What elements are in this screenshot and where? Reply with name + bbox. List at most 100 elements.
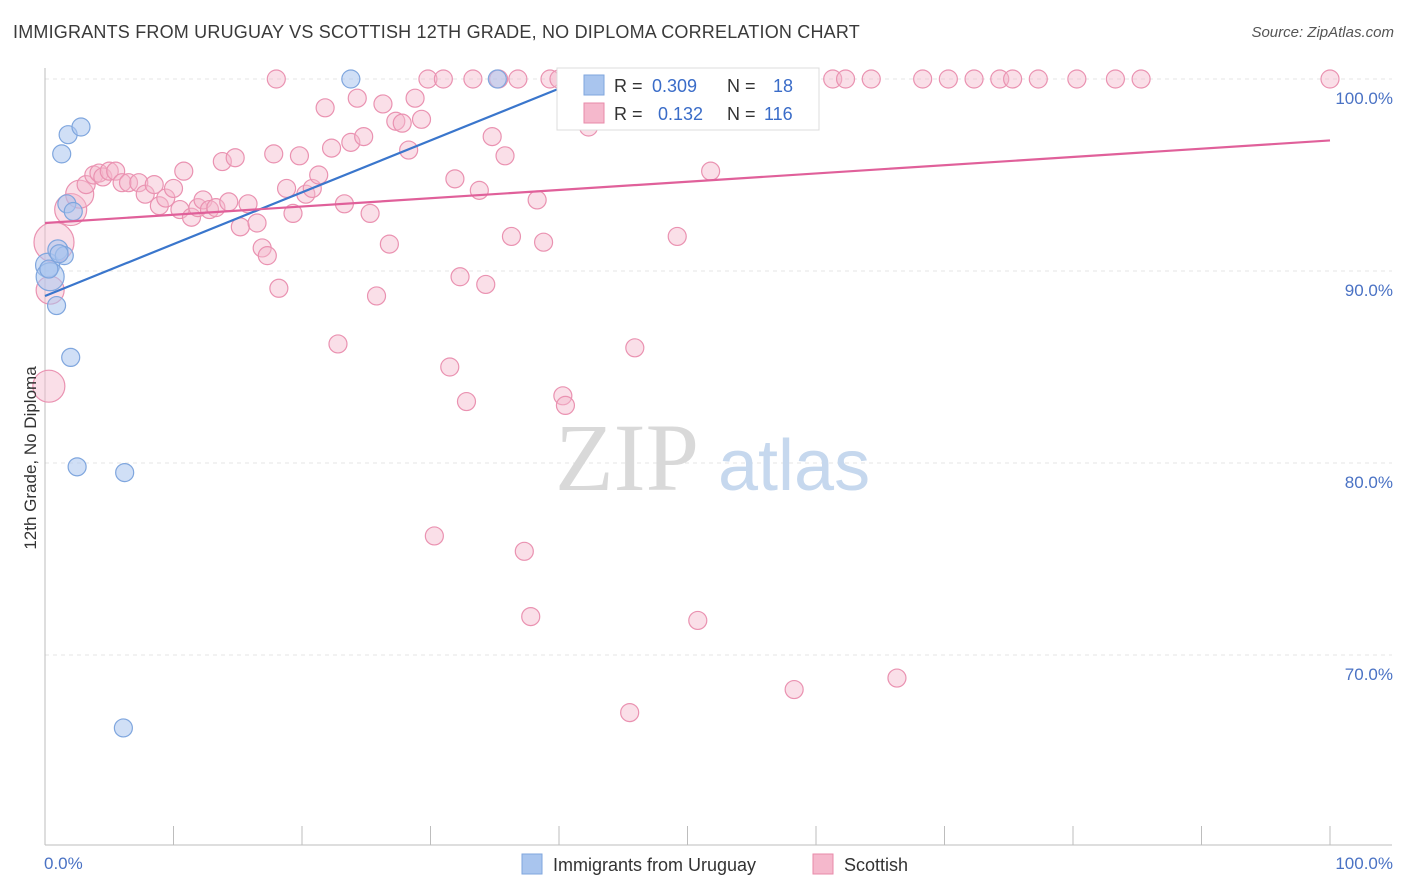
scottish-point [450, 267, 470, 287]
scottish-point [533, 232, 554, 252]
scottish-point [144, 175, 164, 195]
source-credit: Source: ZipAtlas.com [1251, 24, 1394, 41]
scottish-point [527, 190, 547, 210]
watermark: ZIP atlas [555, 404, 870, 511]
uruguay-point [52, 144, 72, 164]
scottish-point [219, 192, 239, 212]
scottish-point [225, 148, 245, 168]
trend-lines [44, 87, 1331, 297]
scottish-point [688, 610, 708, 631]
scottish-point [163, 178, 184, 199]
y-tick-label: 80.0% [1345, 473, 1393, 492]
legend-uruguay-label: Immigrants from Uruguay [553, 855, 756, 875]
scottish-point [32, 369, 66, 403]
scottish-point [1067, 69, 1087, 89]
scottish-point [1131, 69, 1151, 89]
stats-pink-r-value: 0.132 [658, 104, 703, 124]
scottish-points [32, 69, 1340, 723]
uruguay-point [39, 259, 59, 279]
scottish-point [476, 274, 496, 295]
scottish-point [1105, 69, 1126, 89]
scottish-point [379, 234, 399, 254]
legend-pink-swatch [812, 853, 834, 875]
scottish-point [264, 144, 284, 164]
scottish-point [321, 138, 342, 158]
stats-blue-r-value: 0.309 [652, 76, 697, 96]
scottish-point [555, 395, 576, 415]
stats-blue-swatch [583, 74, 605, 96]
stats-pink-n-label: N = [727, 104, 756, 124]
scottish-point [701, 161, 721, 181]
y-tick-label: 90.0% [1345, 281, 1393, 300]
scottish-point [238, 194, 258, 214]
scottish-point [964, 69, 984, 89]
scottish-point [129, 173, 149, 193]
x-tick-label-min: 0.0% [44, 854, 83, 873]
scottish-point [156, 188, 176, 208]
scottish-point [1028, 69, 1048, 89]
scottish-point [257, 246, 277, 266]
uruguay-point [113, 718, 133, 738]
scottish-point [625, 338, 645, 358]
scottish-point [620, 702, 640, 723]
scottish-point [373, 94, 393, 114]
uruguay-point [63, 201, 83, 222]
stats-pink-r-label: R = [614, 104, 643, 124]
scottish-point [174, 161, 194, 181]
scottish-point [269, 278, 289, 298]
scottish-point [112, 173, 132, 193]
scottish-point [212, 151, 232, 172]
scottish-point [315, 98, 335, 118]
scottish-point [784, 679, 804, 700]
scottish-point [861, 69, 881, 89]
scottish-point [508, 69, 528, 89]
legend-scottish-label: Scottish [844, 855, 908, 875]
stats-blue-n-label: N = [727, 76, 756, 96]
scottish-point [247, 213, 267, 233]
scottish-point [501, 226, 522, 247]
scottish-point [405, 88, 425, 108]
scottish-point [667, 226, 687, 247]
scottish-point [309, 165, 329, 185]
stats-box: R = 0.309 N = 18 R = 0.132 N = 116 [556, 67, 820, 131]
scottish-point [106, 161, 126, 181]
scottish-point [440, 357, 460, 377]
watermark-atlas: atlas [718, 426, 870, 506]
scottish-point [411, 109, 432, 129]
x-tick-label-max: 100.0% [1335, 854, 1393, 873]
y-tick-label: 100.0% [1335, 89, 1393, 108]
uruguay-point [67, 457, 87, 477]
stats-blue-n-value: 18 [773, 76, 793, 96]
scottish-point [514, 541, 534, 561]
scottish-point [482, 127, 502, 147]
scottish-point [938, 69, 958, 89]
scottish-point [366, 286, 387, 306]
scottish-point [1003, 69, 1023, 89]
stats-blue-r-label: R = [614, 76, 643, 96]
uruguay-points [34, 69, 507, 738]
scottish-point [76, 175, 96, 195]
uruguay-point [341, 69, 361, 89]
scottish-point [835, 69, 856, 89]
scottish-point [289, 146, 310, 166]
uruguay-point [61, 347, 81, 367]
scottish-point [469, 180, 489, 200]
legend: Immigrants from Uruguay Scottish [521, 853, 908, 875]
scottish-point [887, 668, 907, 688]
scottish-point [445, 169, 465, 189]
uruguay-point [115, 463, 135, 483]
scottish-point [99, 161, 119, 181]
scottish-point [433, 69, 453, 89]
scottish-point [118, 173, 139, 193]
chart-title: IMMIGRANTS FROM URUGUAY VS SCOTTISH 12TH… [13, 22, 860, 42]
stats-pink-swatch [583, 102, 605, 124]
uruguay-point [46, 295, 67, 316]
scottish-point [360, 203, 380, 223]
uruguay-trend-line [44, 87, 560, 297]
scottish-point [276, 178, 297, 199]
scottish-point [495, 146, 515, 166]
axes: 100.0% 90.0% 80.0% 70.0% [44, 68, 1393, 846]
scottish-point [418, 69, 438, 89]
scottish-point [424, 526, 444, 546]
